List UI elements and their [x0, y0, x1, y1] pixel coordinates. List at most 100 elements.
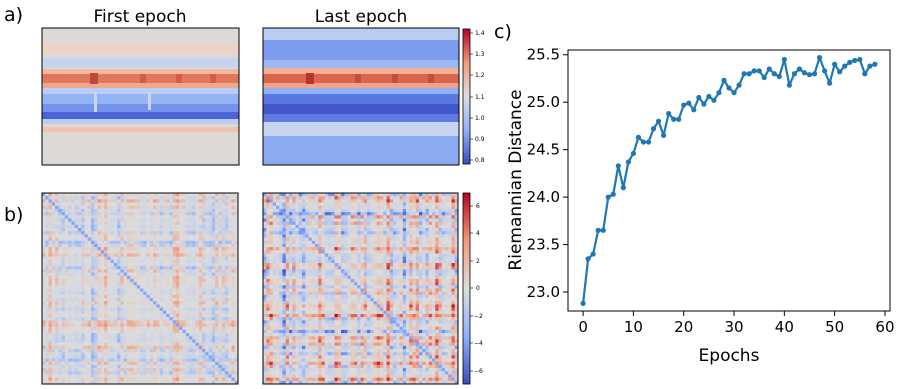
heatmap-cell — [195, 298, 200, 302]
heatmap-cell — [189, 336, 193, 340]
heatmap-cell — [110, 224, 115, 229]
heatmap-cell — [149, 298, 154, 302]
heatmap-cell — [113, 275, 118, 280]
heatmap-cell — [182, 294, 187, 299]
heatmap-cell — [185, 224, 190, 229]
heatmap-cell — [133, 224, 138, 229]
heatmap-cell — [133, 234, 138, 238]
heatmap-cell — [298, 205, 303, 210]
heatmap-cell — [192, 361, 196, 366]
heatmap-cell — [234, 237, 238, 242]
heatmap-cell — [376, 199, 381, 203]
heatmap-cell — [438, 234, 443, 238]
heatmap-cell — [228, 326, 232, 331]
heatmap-cell — [110, 256, 115, 261]
heatmap-cell — [367, 202, 371, 207]
heatmap-cell — [100, 298, 105, 302]
heatmap-cell — [215, 317, 219, 321]
heatmap-cell — [81, 298, 85, 302]
heatmap-cell — [438, 196, 443, 200]
heatmap-cell — [55, 307, 59, 312]
heatmap-cell — [195, 272, 200, 277]
heatmap-cell — [58, 259, 62, 264]
heatmap-cell — [192, 272, 196, 277]
heatmap-cell — [166, 307, 170, 312]
heatmap-cell — [156, 291, 160, 296]
heatmap-cell — [175, 282, 180, 286]
heatmap-cell — [175, 266, 180, 270]
heatmap-cell — [156, 275, 160, 280]
heatmap-cell — [58, 269, 62, 273]
heatmap-cell — [110, 263, 115, 267]
heatmap-cell — [149, 253, 154, 257]
heatmap-cell — [153, 231, 157, 235]
heatmap-cell — [107, 193, 111, 197]
heatmap-cell — [195, 304, 200, 308]
heatmap-cell — [107, 364, 111, 369]
heatmap-cell — [234, 263, 238, 267]
heatmap-cell — [55, 371, 59, 375]
heatmap-cell — [153, 339, 157, 343]
heatmap-cell — [71, 208, 75, 213]
heatmap-cell — [162, 342, 167, 347]
heatmap-cell — [224, 215, 229, 219]
heatmap-cell — [48, 250, 53, 254]
heatmap-cell — [84, 329, 89, 334]
heatmap-cell — [74, 259, 79, 264]
heatmap-cell — [419, 208, 423, 213]
heatmap-cell — [234, 193, 238, 197]
heatmap-cell — [91, 234, 95, 238]
heatmap-cell — [91, 193, 95, 197]
heatmap-cell — [328, 237, 332, 242]
heatmap-cell — [432, 218, 436, 222]
heatmap-cell — [208, 339, 213, 343]
heatmap-cell — [402, 250, 407, 254]
heatmap-cell — [153, 240, 157, 245]
heatmap-cell — [45, 333, 49, 337]
heatmap-cell — [192, 298, 196, 302]
heatmap-cell — [42, 371, 46, 375]
heatmap-cell — [406, 202, 410, 207]
heatmap-cell — [123, 205, 128, 210]
heatmap-cell — [234, 323, 238, 327]
heatmap-cell — [360, 202, 365, 207]
heatmap-cell — [218, 215, 222, 219]
heatmap-cell — [143, 259, 147, 264]
heatmap-cell — [42, 288, 46, 292]
heatmap-cell — [215, 355, 219, 359]
heatmap-cell — [149, 291, 154, 296]
heatmap-cell — [113, 193, 118, 197]
heatmap-cell — [74, 215, 79, 219]
heatmap-cell — [136, 304, 141, 308]
heatmap-cell — [179, 253, 183, 257]
heatmap-cell — [208, 250, 213, 254]
heatmap-cell — [149, 208, 154, 213]
heatmap-cell — [412, 205, 417, 210]
heatmap-cell — [182, 333, 187, 337]
heatmap-cell — [64, 323, 69, 327]
heatmap-cell — [159, 285, 164, 289]
heatmap-cell — [87, 368, 92, 372]
heatmap-cell — [435, 247, 439, 251]
heatmap-cell — [117, 224, 121, 229]
heatmap-cell — [179, 345, 183, 350]
heatmap-cell — [211, 301, 216, 305]
heatmap-cell — [415, 202, 420, 207]
heatmap-cell — [205, 218, 209, 222]
heatmap-cell — [380, 224, 384, 229]
heatmap-cell — [110, 193, 115, 197]
heatmap-cell — [354, 253, 358, 257]
heatmap-cell — [71, 266, 75, 270]
heatmap-cell — [185, 221, 190, 226]
heatmap-cell — [189, 380, 193, 384]
heatmap-cell — [192, 342, 196, 347]
heatmap-cell — [71, 234, 75, 238]
heatmap-cell — [146, 333, 151, 337]
heatmap-cell — [218, 205, 222, 210]
heatmap-cell — [224, 250, 229, 254]
heatmap-cell — [218, 342, 222, 347]
heatmap-cell — [120, 285, 124, 289]
heatmap-cell — [396, 199, 400, 203]
heatmap-cell — [153, 371, 157, 375]
heatmap-cell — [58, 333, 62, 337]
